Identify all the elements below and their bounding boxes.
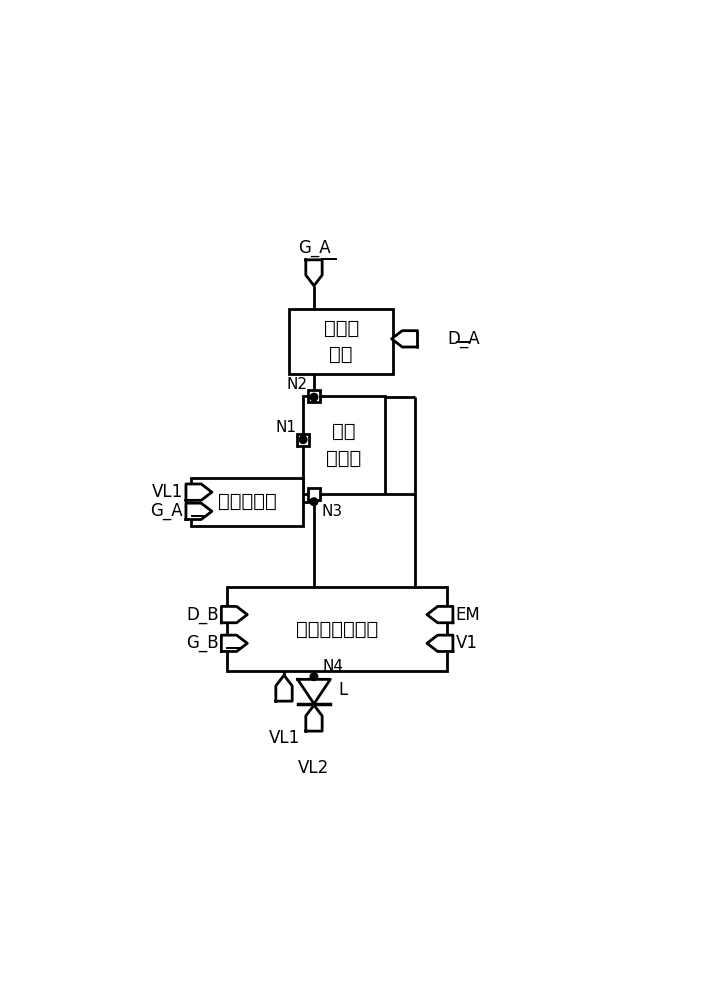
Bar (297, 434, 309, 446)
Polygon shape (297, 679, 330, 704)
Text: VL2: VL2 (298, 759, 330, 777)
Polygon shape (306, 260, 322, 286)
Text: D_A: D_A (448, 330, 480, 348)
Polygon shape (186, 503, 212, 519)
Text: 灰阶控制子电路: 灰阶控制子电路 (296, 619, 378, 638)
FancyBboxPatch shape (303, 396, 385, 494)
Polygon shape (221, 606, 247, 623)
Text: N4: N4 (322, 659, 343, 674)
Text: VL1: VL1 (269, 729, 299, 747)
Polygon shape (306, 705, 322, 731)
Polygon shape (427, 606, 453, 623)
Polygon shape (276, 675, 292, 701)
Polygon shape (427, 635, 453, 651)
Text: N3: N3 (321, 504, 342, 519)
Text: L: L (339, 681, 348, 699)
Circle shape (310, 498, 318, 506)
Text: EM: EM (456, 606, 480, 624)
Text: 补偿子电路: 补偿子电路 (218, 492, 276, 511)
FancyBboxPatch shape (227, 587, 448, 671)
Text: N1: N1 (276, 420, 297, 435)
Text: 驱动
子电路: 驱动 子电路 (326, 422, 361, 468)
Polygon shape (392, 331, 418, 347)
FancyBboxPatch shape (290, 309, 393, 374)
Text: G_B: G_B (186, 634, 219, 652)
FancyBboxPatch shape (191, 478, 303, 526)
Text: 写入子
电路: 写入子 电路 (323, 319, 359, 364)
Text: VL1: VL1 (152, 483, 183, 501)
Bar (308, 488, 320, 500)
Text: D_B: D_B (186, 606, 219, 624)
Circle shape (299, 436, 307, 443)
Circle shape (310, 393, 318, 401)
Polygon shape (186, 484, 212, 500)
Text: G_A: G_A (297, 239, 330, 257)
Polygon shape (221, 635, 247, 651)
Text: G_A: G_A (150, 502, 183, 520)
Circle shape (310, 673, 318, 680)
Bar (308, 390, 320, 402)
Text: N2: N2 (286, 377, 307, 392)
Text: V1: V1 (456, 634, 477, 652)
